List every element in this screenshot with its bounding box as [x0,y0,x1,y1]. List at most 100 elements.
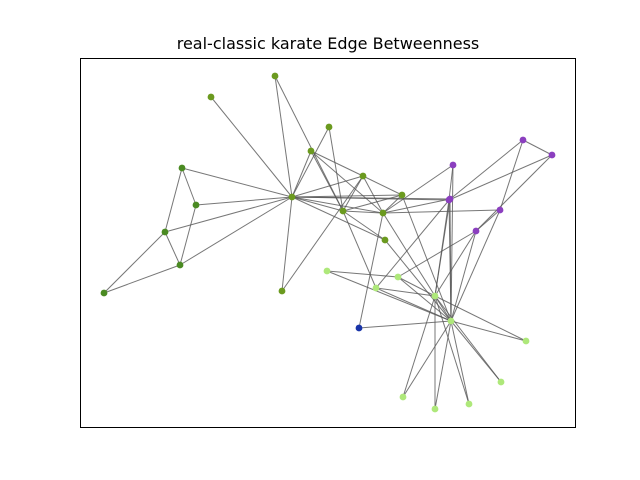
edge-0-17 [291,126,330,198]
edge-26-33 [326,270,452,322]
edge-1-17 [328,126,344,212]
node-17 [325,123,333,131]
node-15 [431,405,439,413]
edge-24-25 [522,139,553,156]
edge-32-33 [434,295,452,322]
node-32 [431,292,439,300]
edge-31-32 [434,199,450,297]
edge-14-32 [434,295,502,383]
edge-5-10 [164,167,183,233]
edge-2-9 [358,212,384,329]
edge-23-32 [434,230,477,297]
edge-2-7 [310,150,384,214]
node-29 [394,273,402,281]
edge-26-29 [326,270,399,278]
node-0 [288,193,296,201]
edge-31-33 [448,199,452,322]
edge-28-33 [450,164,454,322]
edge-2-27 [382,209,501,214]
edge-18-32 [402,295,436,398]
node-24 [519,136,527,144]
edge-25-31 [448,154,553,201]
edge-0-21 [274,75,293,198]
edge-2-8 [382,198,451,214]
edges-layer [103,75,553,410]
node-14 [497,378,505,386]
edge-0-2 [291,196,384,214]
edge-24-27 [499,139,524,211]
node-1 [339,207,347,215]
edge-1-3 [342,175,364,212]
edge-0-4 [195,196,293,206]
edge-23-25 [475,154,553,232]
edge-0-11 [210,96,293,198]
node-3 [359,172,367,180]
node-25 [548,151,556,159]
edge-3-13 [362,175,403,196]
edge-0-12 [281,196,293,292]
node-21 [271,72,279,80]
edge-2-32 [382,212,436,297]
node-10 [178,164,186,172]
edge-23-29 [397,230,477,278]
edge-30-32 [375,287,436,297]
edge-4-10 [181,167,197,206]
node-26 [323,267,331,275]
node-12 [278,287,286,295]
node-31 [445,196,453,204]
edge-13-33 [401,194,452,322]
edge-4-6 [179,204,197,266]
node-30 [372,284,380,292]
edge-23-33 [450,230,477,322]
edge-0-5 [164,196,293,233]
edge-19-33 [384,239,452,322]
node-4 [192,201,200,209]
plot-frame [80,58,576,428]
edge-30-33 [375,287,452,322]
edge-3-7 [310,150,364,177]
node-27 [496,206,504,214]
edge-0-6 [179,196,293,266]
edge-18-33 [402,320,452,398]
edge-1-21 [274,75,344,212]
node-9 [355,324,363,332]
edge-1-13 [342,194,403,212]
edge-29-33 [397,276,452,322]
node-2 [379,209,387,217]
edge-8-30 [375,198,451,289]
node-16 [100,289,108,297]
edge-0-19 [291,196,386,241]
edge-5-6 [164,231,181,266]
edge-20-32 [434,295,470,405]
edge-22-33 [450,320,527,342]
node-7 [307,147,315,155]
edge-1-2 [342,210,384,214]
edge-0-10 [181,167,293,198]
edge-24-31 [448,139,524,201]
node-23 [472,227,480,235]
node-6 [176,261,184,269]
edge-0-7 [291,150,312,198]
node-11 [207,93,215,101]
edge-3-12 [281,175,364,292]
node-13 [398,191,406,199]
edge-2-3 [362,175,384,214]
edge-15-33 [434,320,452,410]
edge-2-13 [382,194,403,214]
edge-9-33 [358,320,452,329]
node-18 [399,393,407,401]
node-33 [447,317,455,325]
edge-20-33 [450,320,470,405]
chart-title: real-classic karate Edge Betweenness [177,34,480,53]
edge-2-28 [382,164,454,214]
node-5 [161,228,169,236]
edge-22-32 [434,295,527,342]
nodes-layer [100,72,556,413]
edge-0-1 [291,196,344,212]
node-20 [465,400,473,408]
edge-0-3 [291,175,364,198]
edge-27-33 [450,209,501,322]
edge-23-27 [475,209,501,232]
edge-14-33 [450,320,502,383]
